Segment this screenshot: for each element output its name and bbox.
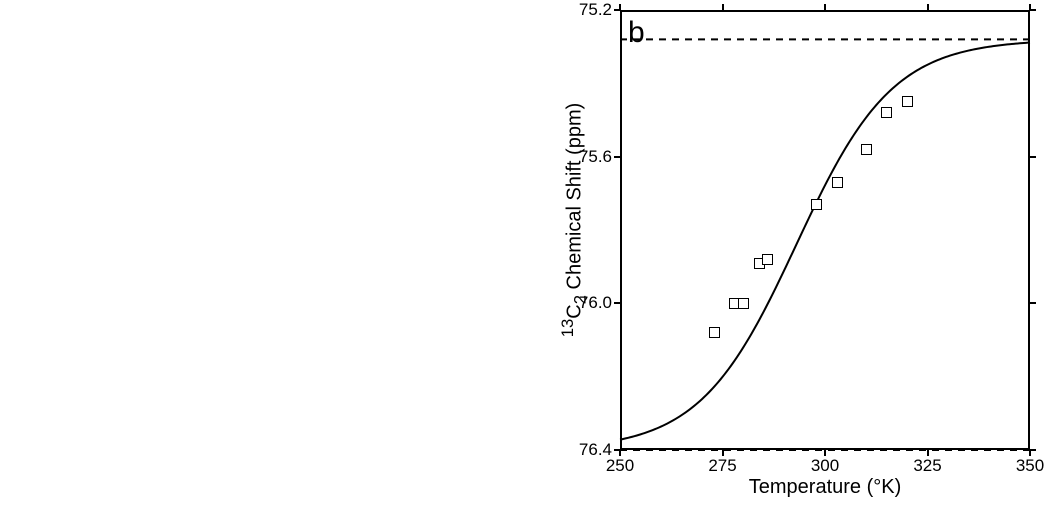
data-point — [738, 298, 749, 309]
panel-b-lines — [0, 0, 1050, 520]
y-axis-label: 13C2 Chemical Shift (ppm) — [558, 90, 591, 350]
data-point — [762, 254, 773, 265]
x-tick-top — [824, 4, 826, 10]
x-axis-top — [620, 10, 1030, 12]
data-point — [811, 199, 822, 210]
data-point — [832, 177, 843, 188]
x-tick-label: 350 — [1008, 456, 1050, 476]
data-point — [881, 107, 892, 118]
y-tick-right — [1030, 302, 1036, 304]
y-tick-right — [1030, 449, 1036, 451]
panel-b: 25027530032535075.275.676.076.4Temperatu… — [0, 0, 1050, 520]
data-point — [902, 96, 913, 107]
y-tick-label: 75.2 — [570, 0, 612, 20]
y-tick-label: 76.4 — [570, 440, 612, 460]
data-point — [709, 327, 720, 338]
panel-letter-b: b — [628, 16, 645, 50]
x-axis-label: Temperature (°K) — [735, 476, 915, 499]
y-axis-right — [1028, 10, 1030, 450]
y-tick — [614, 9, 620, 11]
x-tick-label: 275 — [701, 456, 745, 476]
y-axis — [620, 10, 622, 450]
x-tick-top — [722, 4, 724, 10]
y-tick — [614, 302, 620, 304]
x-tick-top — [927, 4, 929, 10]
y-tick-right — [1030, 9, 1036, 11]
figure: 05001000150020000255075100125νCPMG (s-1)… — [0, 0, 1050, 520]
data-point — [861, 144, 872, 155]
y-tick — [614, 449, 620, 451]
y-tick — [614, 156, 620, 158]
sigmoid-curve — [620, 43, 1030, 440]
x-tick-label: 325 — [906, 456, 950, 476]
y-tick-right — [1030, 156, 1036, 158]
x-tick-label: 300 — [803, 456, 847, 476]
